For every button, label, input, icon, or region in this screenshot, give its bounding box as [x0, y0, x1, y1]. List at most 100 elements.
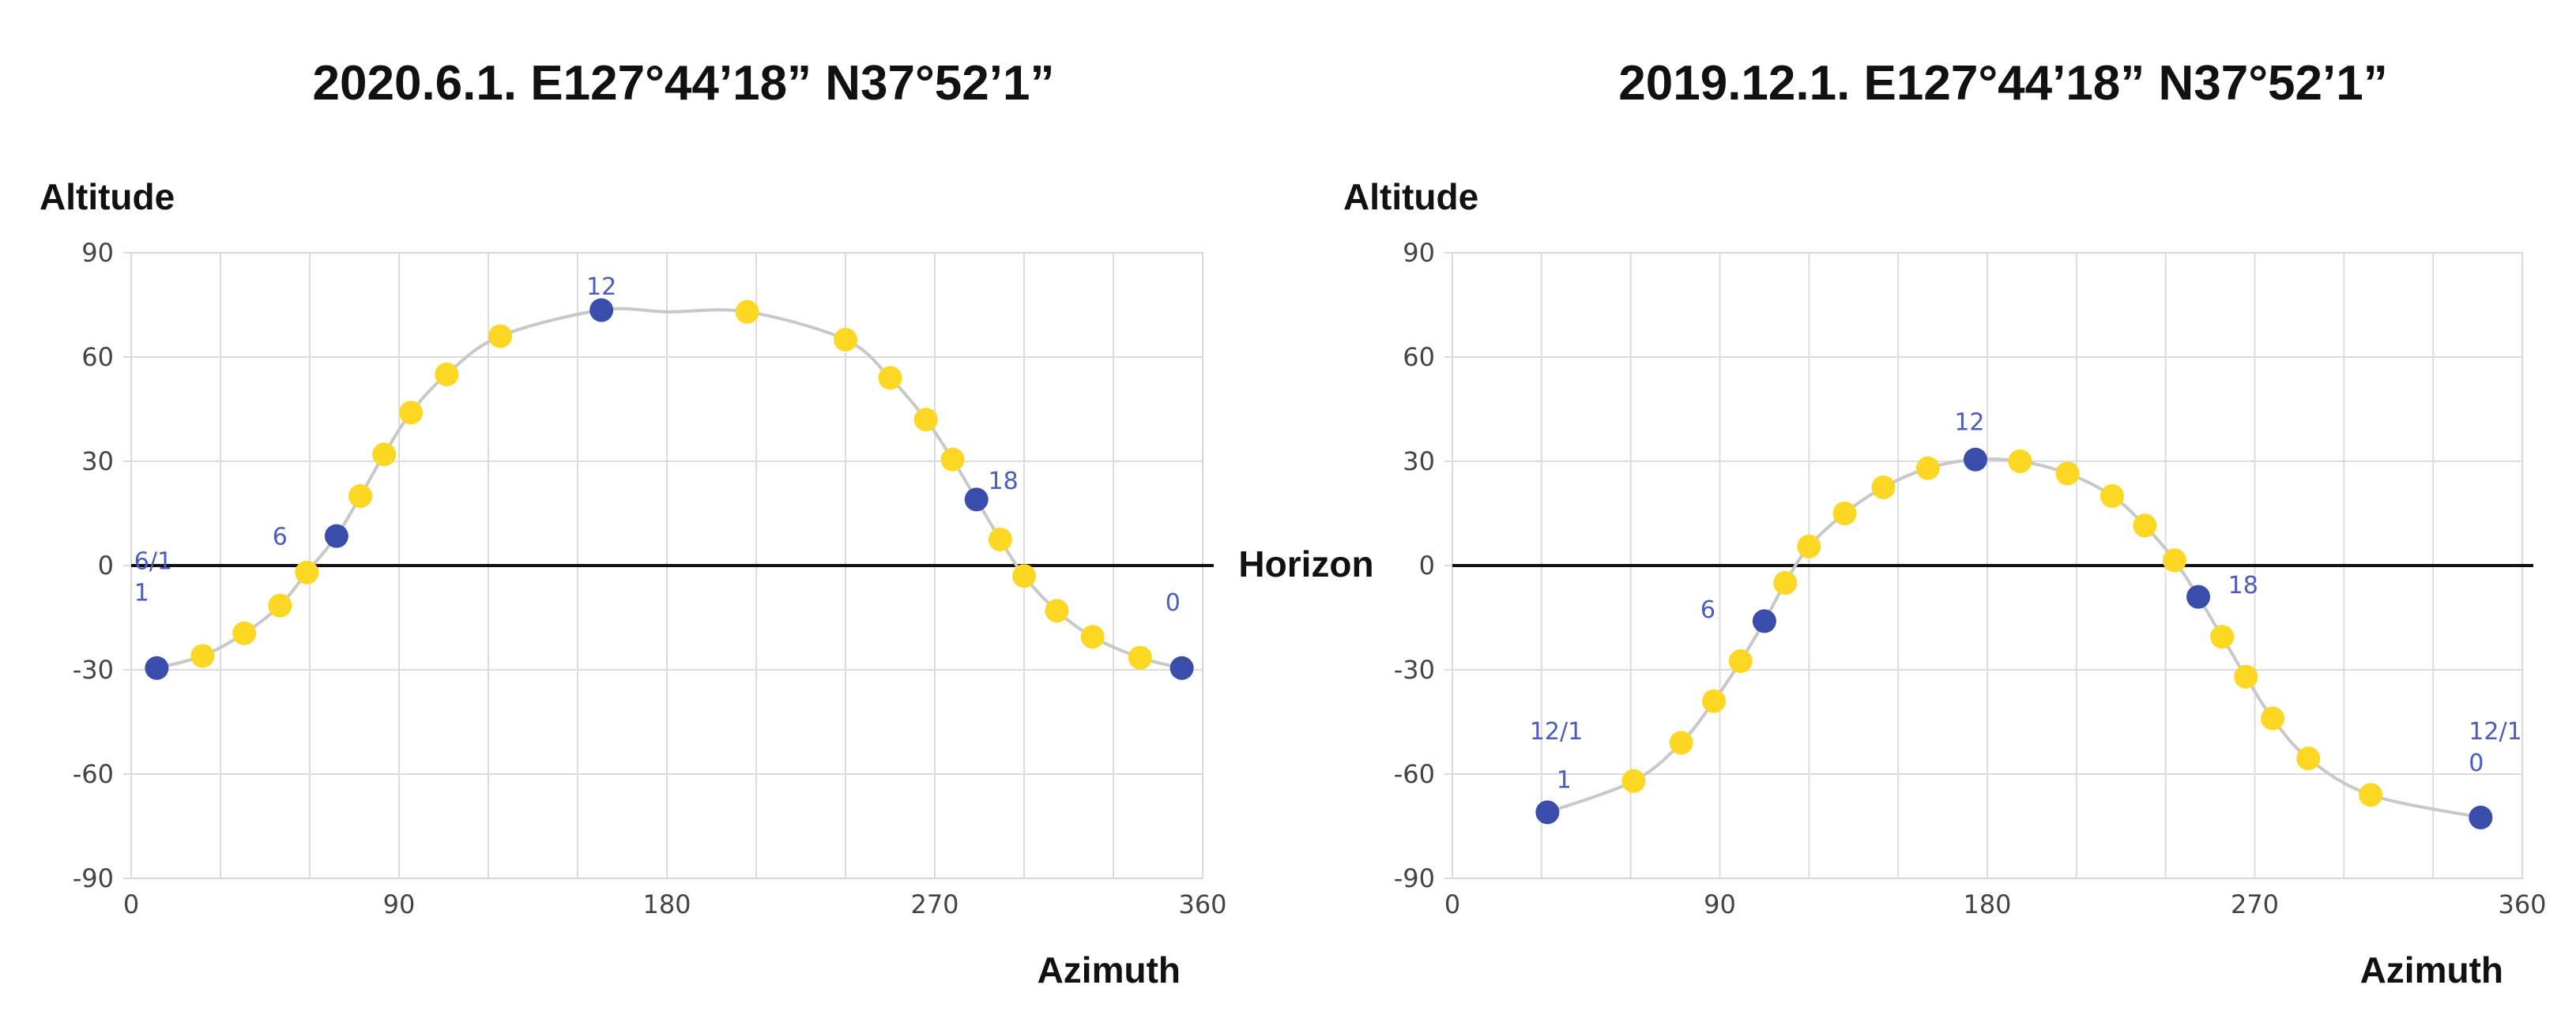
point-label: 18 [989, 468, 1019, 495]
sun-position-point [878, 366, 902, 390]
point-label: 6/1 [134, 547, 172, 575]
sun-position-point [1080, 625, 1105, 649]
x-tick-label: 180 [642, 889, 691, 919]
sun-position-point [1773, 571, 1798, 595]
data-points [145, 298, 1194, 680]
sun-position-point [295, 560, 319, 585]
y-tick-label: 0 [98, 551, 114, 581]
point-label: 18 [2228, 572, 2258, 600]
sun-position-point [232, 621, 257, 645]
y-tick-label: 60 [1403, 342, 1435, 372]
point-label: 0 [1166, 589, 1181, 617]
point-label: 0 [2469, 750, 2484, 777]
point-label: 1 [134, 579, 149, 607]
y-tick-label: -90 [73, 863, 114, 893]
sun-position-point [348, 484, 373, 508]
sun-position-point [1871, 476, 1896, 499]
sun-position-point [1832, 502, 1857, 525]
x-tick-label: 0 [1444, 889, 1460, 919]
point-labels: 6/1 1 6 12 18 0 [134, 273, 1181, 617]
hour-marker-point [1169, 656, 1194, 680]
sun-position-point [2359, 783, 2383, 807]
hour-marker-point [964, 487, 989, 512]
y-tick-label: -30 [73, 655, 114, 685]
x-tick-label: 270 [910, 889, 958, 919]
chart-december: 2019.12.1. E127°44’18” N37°52’1” Altitud… [1343, 56, 2547, 991]
sun-position-point [1012, 564, 1036, 588]
y-axis-title: Altitude [1343, 176, 1478, 217]
sun-position-point [1797, 534, 1821, 558]
x-tick-label: 270 [2231, 889, 2279, 919]
point-label: 12/1 [1530, 718, 1583, 746]
point-label: 6 [1700, 596, 1715, 624]
sun-position-point [2162, 548, 2186, 573]
x-tick-label: 90 [1704, 889, 1736, 919]
point-label: 12 [1954, 408, 1984, 436]
y-axis-title: Altitude [40, 176, 175, 217]
sun-position-point [1669, 731, 1693, 755]
sun-position-point [1701, 689, 1726, 713]
y-tick-label: 60 [81, 342, 114, 372]
hour-marker-point [1752, 609, 1776, 633]
sun-position-point [268, 593, 292, 618]
horizon-label: Horizon [1238, 543, 1373, 585]
hour-marker-point [2469, 806, 2493, 829]
data-points [1535, 447, 2493, 829]
chart-title: 2019.12.1. E127°44’18” N37°52’1” [1618, 56, 2387, 111]
point-labels: 12/1 1 6 12 18 12/1 0 [1530, 408, 2522, 794]
hour-marker-point [1535, 800, 1560, 825]
x-axis-title: Azimuth [1038, 949, 1181, 991]
x-tick-label: 180 [1963, 889, 2011, 919]
sun-position-point [372, 442, 397, 467]
sun-position-point [913, 408, 938, 432]
sun-position-point [2261, 706, 2285, 731]
x-tick-label: 0 [123, 889, 139, 919]
y-tick-label: 30 [1403, 446, 1435, 476]
y-tick-label: 90 [1403, 238, 1435, 268]
sun-position-point [2133, 513, 2157, 538]
sun-position-point [2055, 461, 2080, 486]
hour-marker-point [2186, 585, 2211, 609]
hour-marker-point [324, 524, 348, 548]
chart-title: 2020.6.1. E127°44’18” N37°52’1” [313, 56, 1055, 111]
sun-position-point [190, 644, 215, 668]
chart-june: 2020.6.1. E127°44’18” N37°52’1” Altitude… [40, 56, 1227, 991]
sun-path-line [1546, 457, 2481, 819]
x-tick-label: 360 [1178, 889, 1226, 919]
sun-position-point [940, 447, 965, 472]
sun-position-point [488, 324, 513, 348]
x-axis-title: Azimuth [2360, 949, 2503, 991]
point-label: 6 [273, 524, 288, 551]
y-tick-label: 90 [81, 238, 114, 268]
y-tick-label: -90 [1394, 863, 1435, 893]
y-tick-label: 0 [1419, 551, 1435, 581]
sun-position-point [834, 328, 857, 351]
sun-position-point [2008, 449, 2032, 473]
y-tick-label: -60 [73, 759, 114, 789]
hour-marker-point [589, 298, 614, 322]
hour-marker-point [1963, 447, 1987, 472]
sun-position-point [1045, 599, 1069, 623]
sun-position-point [2234, 664, 2258, 689]
sun-position-point [1728, 649, 1753, 673]
sun-position-point [1128, 645, 1152, 670]
sun-position-point [988, 528, 1012, 551]
y-tick-label: -60 [1394, 759, 1435, 789]
hour-marker-point [145, 656, 169, 680]
point-label: 12 [586, 273, 616, 301]
point-label: 1 [1557, 767, 1572, 795]
y-tick-label: -30 [1394, 655, 1435, 685]
x-tick-label: 90 [383, 889, 416, 919]
path-layer [1546, 457, 2481, 819]
sun-position-point [1915, 456, 1940, 480]
y-tick-label: 30 [81, 446, 114, 476]
x-tick-label: 360 [2498, 889, 2546, 919]
sun-position-point [435, 363, 459, 386]
sun-position-point [2100, 484, 2124, 508]
point-label: 12/1 [2469, 718, 2521, 746]
sun-position-point [2296, 746, 2321, 771]
sun-position-point [399, 400, 424, 425]
